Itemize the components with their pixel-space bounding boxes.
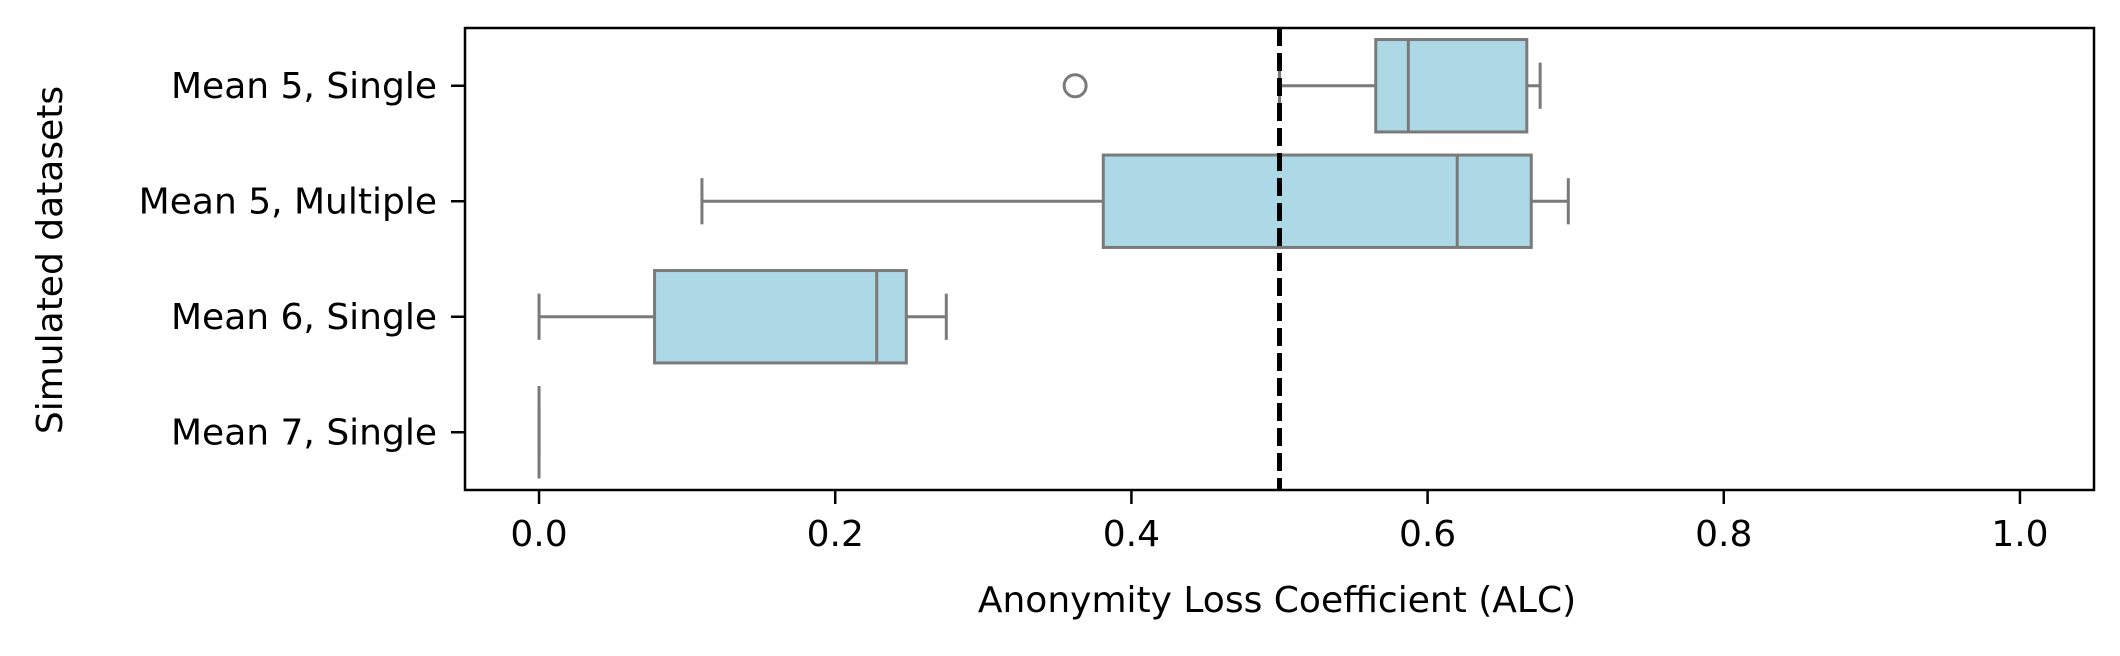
x-tick-label-2: 0.4 <box>1103 514 1160 555</box>
y-tick-label-mean-7-single: Mean 7, Single <box>171 412 437 453</box>
x-axis-title: Anonymity Loss Coefficient (ALC) <box>978 580 1576 621</box>
box-mean-5-multiple <box>1101 153 1533 249</box>
x-tick-label-3: 0.6 <box>1399 514 1456 555</box>
outlier-mean-5-single-0 <box>1062 73 1088 99</box>
x-tick-label-0: 0.0 <box>510 514 567 555</box>
x-tick-label-1: 0.2 <box>807 514 864 555</box>
box-mean-6-single <box>653 269 908 365</box>
y-axis-title: Simulated datasets <box>30 86 71 434</box>
x-tick-label-5: 1.0 <box>1991 514 2048 555</box>
x-tick-label-4: 0.8 <box>1695 514 1752 555</box>
plot-frame <box>463 26 2096 492</box>
y-tick-label-mean-5-multiple: Mean 5, Multiple <box>139 181 437 222</box>
y-tick-label-mean-6-single: Mean 6, Single <box>171 297 437 338</box>
box-mean-5-single <box>1374 38 1529 134</box>
y-tick-label-mean-5-single: Mean 5, Single <box>171 66 437 107</box>
